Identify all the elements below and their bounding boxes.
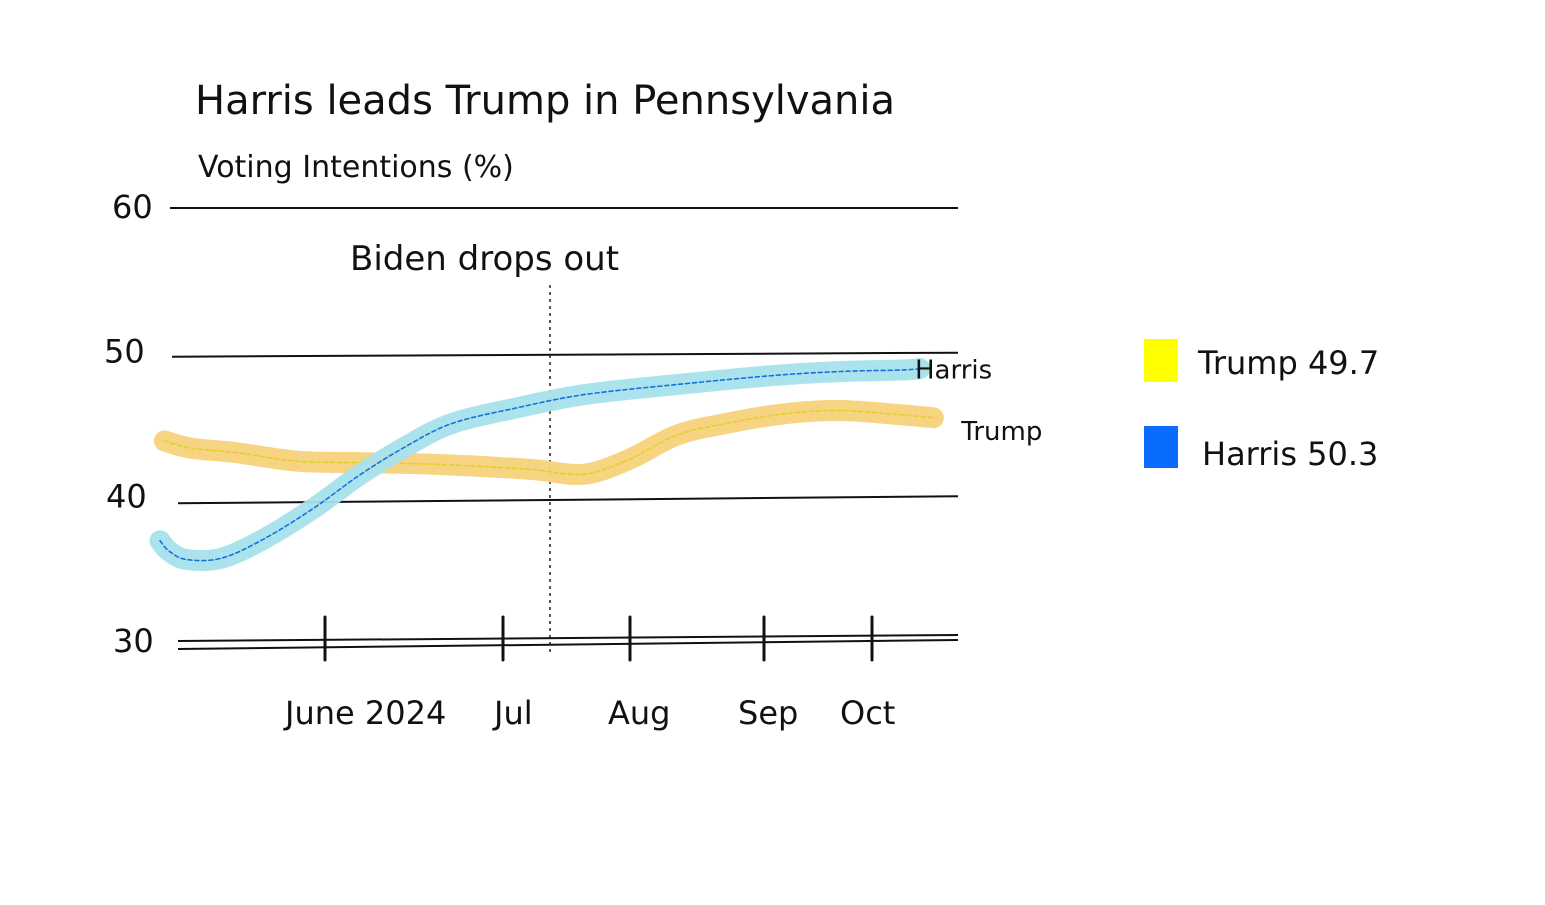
grid-line (171, 351, 959, 358)
legend-label-trump: Trump 49.7 (1197, 344, 1379, 382)
x-tick-label: Oct (840, 694, 895, 732)
series-trend-harris (159, 367, 921, 562)
x-tick-label: Sep (738, 694, 798, 732)
x-tick-label: June 2024 (283, 694, 446, 732)
legend-swatch-trump (1144, 339, 1178, 382)
chart-title: Harris leads Trump in Pennsylvania (195, 78, 895, 124)
x-axis: June 2024 Jul Aug Sep Oct (177, 615, 959, 732)
x-tick-label: Jul (492, 694, 533, 732)
x-tick-label: Aug (608, 694, 670, 732)
y-axis-labels: 30 40 50 60 (104, 188, 154, 660)
chart-subtitle: Voting Intentions (%) (198, 150, 514, 185)
y-tick-label: 60 (112, 188, 153, 226)
legend: Trump 49.7 Harris 50.3 (1144, 339, 1379, 473)
grid-line (177, 495, 959, 505)
y-tick-label: 30 (113, 622, 154, 660)
series-end-label-harris: Harris (915, 356, 992, 386)
x-axis-line (177, 634, 959, 642)
series-line-trump (153, 399, 944, 486)
series-trend-trump (163, 409, 935, 476)
grid-line (177, 639, 959, 650)
series-layer: Trump Harris (149, 356, 1042, 572)
series-end-label-trump: Trump (960, 417, 1042, 447)
biden-dropout-annotation: Biden drops out (350, 239, 619, 279)
legend-swatch-harris (1144, 426, 1178, 468)
legend-label-harris: Harris 50.3 (1202, 435, 1378, 473)
y-tick-label: 50 (104, 333, 145, 371)
y-tick-label: 40 (106, 477, 147, 515)
